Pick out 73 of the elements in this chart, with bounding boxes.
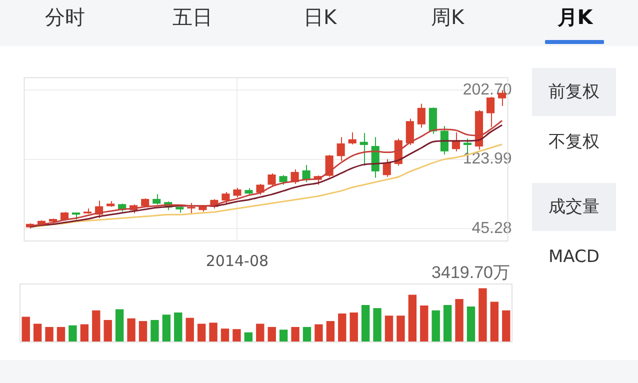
bar [45,326,54,342]
candlestick [336,136,345,162]
candlestick [360,132,368,166]
candlestick [348,132,356,145]
text: 不复权 [548,131,600,154]
bar [326,321,335,342]
bar [256,324,264,342]
bar [490,302,499,342]
bar [209,322,218,342]
bar [104,320,112,342]
bar [56,326,66,342]
candlestick [406,118,414,146]
bar [502,310,510,342]
text: 周K [430,4,464,31]
bar [127,318,136,342]
bar [408,294,417,342]
bar [478,288,487,342]
candlestick [233,187,242,198]
candlestick [382,158,391,178]
text: 日K [303,4,337,31]
bar [350,312,358,342]
text: 五日 [172,4,212,31]
bar [384,316,394,342]
bar [197,324,206,342]
text: 成交量 [532,183,616,231]
bar [22,316,30,342]
candlestick [486,96,495,128]
text: 3419.70万 [432,263,510,282]
bar [314,324,323,342]
candlestick [325,154,334,178]
candlestick [440,126,448,156]
text: MACD [548,246,600,269]
bar [68,325,77,342]
bar [138,321,148,342]
bar [115,309,124,342]
bar [455,299,464,342]
text: 分时 [45,4,85,31]
bar [232,329,241,342]
bar [279,330,288,342]
bar [466,306,476,342]
bar [420,305,428,342]
y-tick-label: 123.99 [462,150,512,168]
candlestick [268,172,276,186]
bar [92,310,100,342]
bar [186,318,194,342]
bar [443,304,452,342]
bar [338,314,346,342]
text: 前复权 [532,68,616,116]
x-tick-label: 2014-08 [206,252,269,270]
bar [33,324,42,342]
bar [244,332,253,342]
bar [174,312,182,342]
candlestick [187,202,196,214]
y-tick-label: 202.70 [462,82,512,99]
y-tick-label: 45.28 [472,220,512,237]
bar [150,320,159,342]
candlestick [222,191,230,204]
bar [291,326,300,342]
bar [268,326,276,342]
bar [373,308,382,342]
candlestick [279,174,288,186]
bar [361,304,370,342]
bar [80,324,89,342]
candlestick [417,103,426,128]
candlestick [256,183,264,196]
bar [162,314,171,342]
text: 月K [557,4,593,31]
bar [432,310,440,342]
bar [220,328,230,342]
candlestick [152,194,161,206]
bar [302,326,312,342]
candlestick [428,106,437,134]
bar [396,316,405,342]
